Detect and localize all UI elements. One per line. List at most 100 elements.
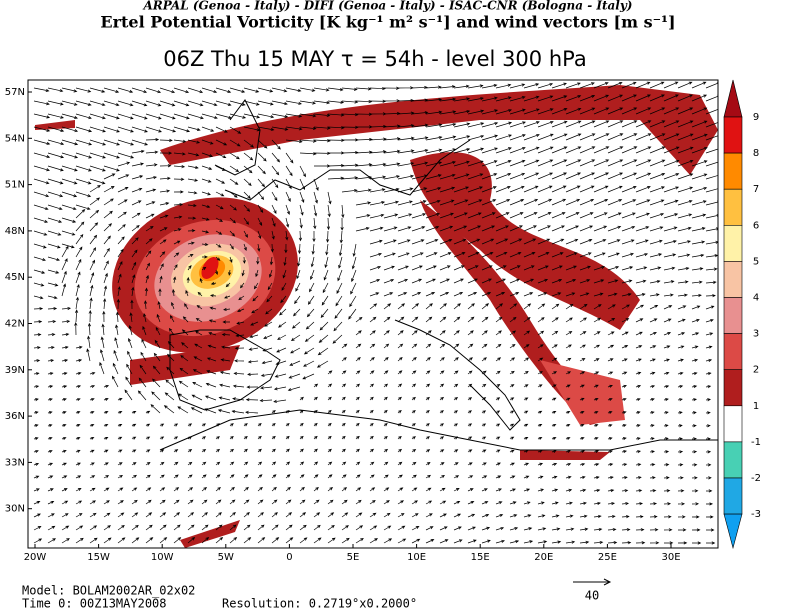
wind-vector (47, 126, 65, 132)
wind-vector (334, 308, 343, 319)
wind-vector (579, 384, 585, 388)
wind-vector (75, 284, 80, 297)
wind-vector (649, 476, 656, 480)
wind-vector (332, 334, 343, 344)
wind-vector (257, 461, 263, 466)
wind-vector (607, 371, 614, 375)
wind-vector (453, 109, 471, 115)
wind-vector (635, 331, 643, 336)
wind-vector (621, 424, 627, 428)
wind-vector (509, 316, 517, 323)
wind-vector (264, 321, 273, 327)
wind-vector (338, 243, 343, 257)
wind-vector (565, 159, 582, 167)
wind-vector (150, 404, 161, 414)
wind-vector (187, 499, 194, 505)
wind-vector (705, 515, 714, 519)
colorbar-label: 2 (753, 365, 759, 376)
wind-vector (281, 282, 287, 291)
wind-vector (453, 370, 459, 375)
wind-vector (495, 225, 509, 232)
wind-vector (663, 528, 673, 532)
wind-vector (246, 385, 259, 389)
wind-vector (299, 512, 307, 518)
wind-vector (579, 159, 596, 167)
wind-vector (299, 126, 317, 131)
wind-vector (565, 172, 582, 180)
wind-vector (691, 489, 699, 493)
wind-vector (313, 217, 317, 230)
wind-vector (425, 239, 439, 245)
wind-vector (705, 450, 712, 454)
wind-vector (425, 370, 431, 375)
wind-vector (593, 212, 608, 219)
wind-vector (397, 448, 403, 453)
wind-vector (551, 357, 558, 362)
wind-vector (201, 536, 210, 544)
wind-vector (383, 316, 391, 323)
wind-vector (33, 488, 40, 492)
wind-vector (341, 150, 359, 155)
wind-vector (691, 293, 702, 298)
wind-vector (425, 396, 430, 401)
wind-vector (635, 279, 647, 284)
wind-vector (131, 499, 138, 505)
wind-vector (495, 303, 504, 310)
wind-vector (509, 108, 526, 115)
lat-label: 42N (5, 319, 25, 330)
wind-vector (579, 501, 587, 505)
wind-vector (47, 87, 64, 93)
colorbar-box (723, 333, 743, 371)
wind-vector (159, 537, 168, 544)
wind-vector (453, 147, 471, 154)
wind-vector (565, 330, 573, 336)
wind-vector (369, 316, 377, 323)
wind-vector (33, 126, 51, 132)
wind-vector (607, 159, 624, 167)
wind-vector (299, 217, 303, 229)
wind-vector (61, 384, 68, 389)
wind-vector (593, 344, 601, 349)
wind-vector (439, 238, 453, 245)
wind-vector (397, 436, 402, 440)
wind-vector (61, 100, 78, 106)
wind-vector (275, 360, 287, 366)
wind-vector (145, 150, 159, 154)
wind-vector (61, 283, 67, 297)
wind-vector (33, 256, 46, 262)
wind-vector (322, 282, 329, 294)
wind-vector (579, 252, 592, 258)
wind-vector (253, 282, 259, 290)
wind-vector (131, 423, 137, 427)
wind-vector (89, 423, 95, 427)
wind-vector (299, 537, 308, 544)
colorbar-box (723, 188, 743, 226)
wind-vector (138, 377, 147, 388)
wind-vector (87, 335, 91, 349)
wind-vector (705, 280, 717, 284)
wind-vector (74, 321, 78, 336)
wind-vector (509, 146, 526, 154)
wind-vector (341, 474, 347, 479)
wind-vector (523, 462, 530, 466)
wind-vector (179, 367, 189, 375)
wind-vector (621, 120, 638, 128)
wind-vector (481, 501, 489, 505)
wind-vector (677, 463, 684, 467)
wind-vector (327, 204, 331, 218)
wind-vector (663, 159, 680, 167)
wind-vector (607, 212, 622, 219)
wind-vector (523, 540, 534, 544)
wind-vector (621, 172, 638, 180)
wind-vector (117, 113, 134, 120)
wind-vector (551, 225, 565, 232)
lat-label: 45N (5, 272, 25, 283)
wind-vector (551, 185, 567, 193)
wind-vector (509, 330, 517, 336)
wind-vector (61, 488, 68, 492)
wind-vector (439, 487, 446, 492)
wind-vector (593, 410, 599, 415)
wind-vector (273, 386, 287, 391)
wind-vector (509, 357, 516, 362)
wind-vector (266, 295, 273, 303)
